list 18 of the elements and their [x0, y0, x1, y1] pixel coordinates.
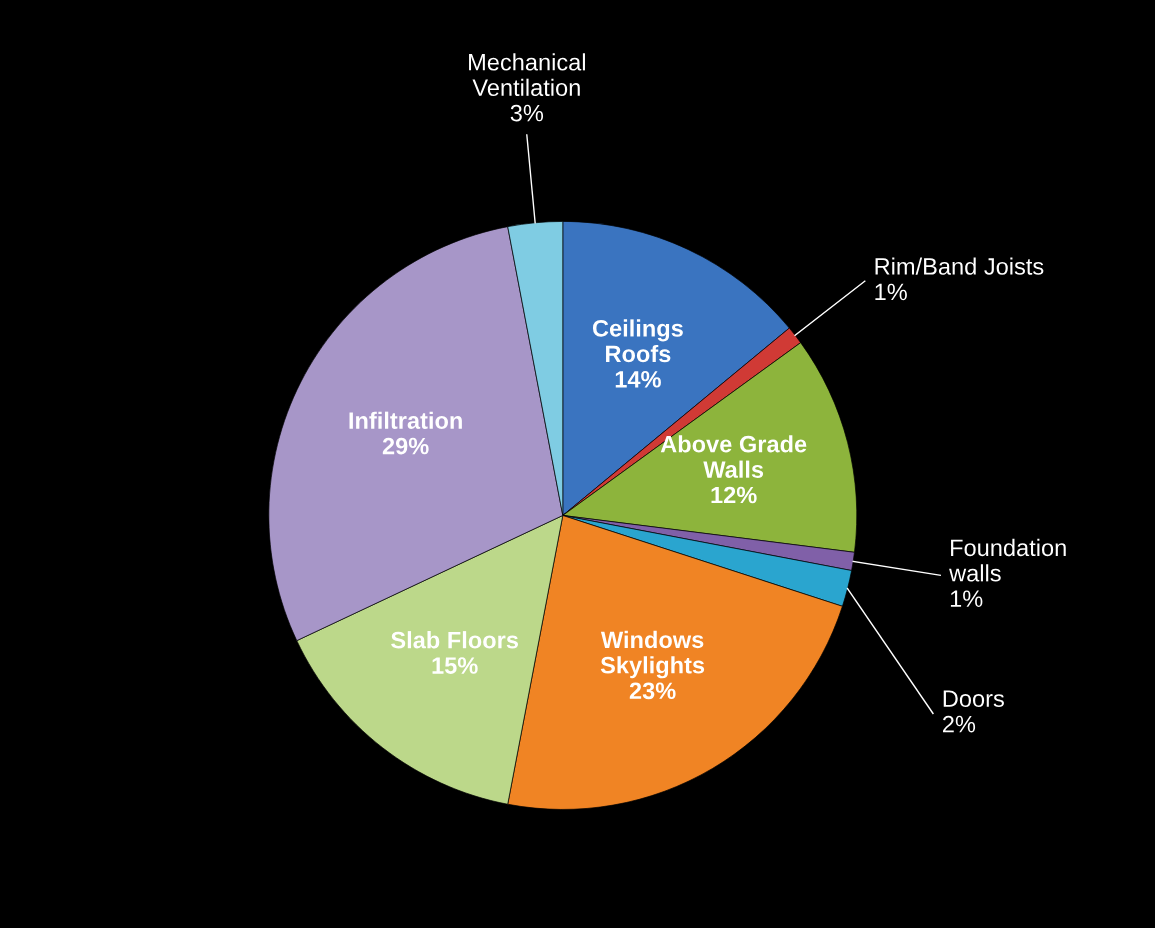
data-label: 12%: [711, 486, 757, 504]
slice-label: Foundation walls: [949, 538, 1066, 582]
slice-label: Ceilings Roofs: [592, 319, 683, 363]
data-label: 23%: [629, 682, 676, 700]
slice-label: Above Grade Walls: [660, 435, 807, 478]
data-label: 2%: [943, 715, 976, 733]
data-label: 29%: [382, 437, 429, 455]
data-label: 15%: [432, 657, 478, 674]
data-label: 1%: [875, 283, 907, 301]
data-label: 1%: [950, 590, 983, 607]
slice-label: Infiltration: [349, 411, 462, 429]
slice-label: Doors: [943, 690, 1004, 708]
slice-label: Slab Floors: [391, 631, 518, 649]
slice-label: Rim/Band Joists: [875, 257, 1044, 275]
slice-label: Mechanical Ventilation: [469, 53, 585, 97]
slice-label: Windows Skylights: [600, 630, 705, 679]
data-label: 3%: [510, 104, 544, 122]
data-label: 14%: [615, 371, 661, 388]
